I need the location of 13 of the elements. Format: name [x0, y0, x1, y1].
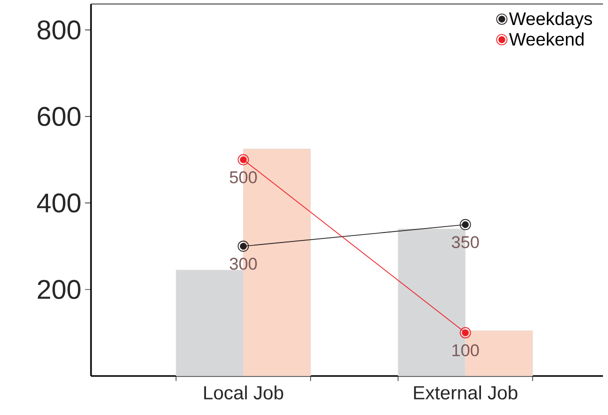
- legend-label: Weekdays: [509, 12, 592, 29]
- y-tick-label: 400: [37, 193, 80, 213]
- y-tick-label: 600: [38, 106, 80, 126]
- legend-label: Weekend: [509, 32, 584, 46]
- y-tick-label: 800: [38, 20, 80, 40]
- y-tick-label: 200: [38, 280, 80, 300]
- x-tick-label: Local Job: [204, 386, 284, 400]
- point: [460, 219, 471, 230]
- data-label: 300: [230, 258, 257, 270]
- data-label: 100: [452, 344, 479, 356]
- data-label: 350: [452, 236, 479, 248]
- data-label: 500: [230, 171, 257, 184]
- x-tick-label: External Job: [414, 386, 518, 400]
